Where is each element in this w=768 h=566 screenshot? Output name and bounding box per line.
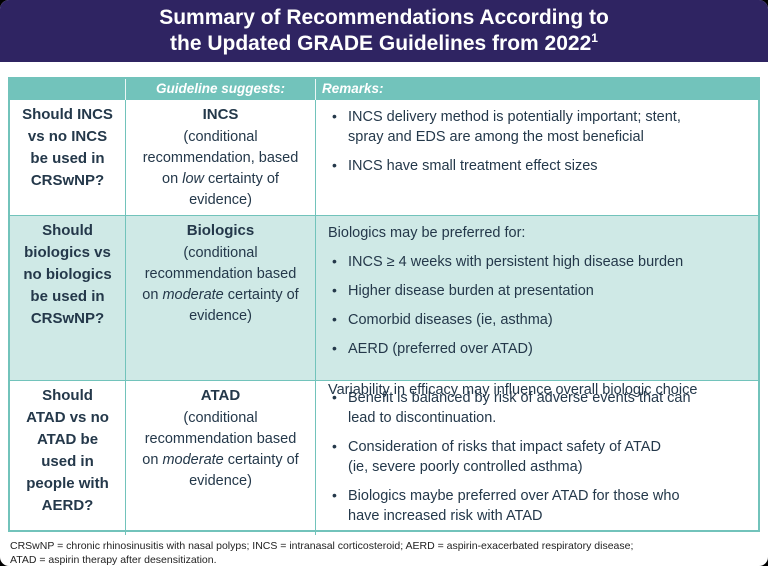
title-banner: Summary of Recommendations According to … <box>0 0 768 62</box>
remark-line: Consideration of risks that impact safet… <box>348 439 661 455</box>
bullet-icon: • <box>332 389 337 405</box>
guideline-suggestion-cell: INCS (conditional recommendation, based o… <box>125 100 315 215</box>
header-cell-remarks: Remarks: <box>315 79 758 100</box>
remark-text-item: Variability in efficacy may influence ov… <box>326 380 754 400</box>
recommendation-certainty-cond_pre: (conditional recommendation, based on <box>142 129 299 187</box>
question-line: people with <box>26 475 109 492</box>
question-line: be used in <box>30 150 105 167</box>
remark-line: AERD (preferred over ATAD) <box>348 341 533 357</box>
bullet-icon: • <box>332 311 337 327</box>
remark-bullet-item: • INCS delivery method is potentially imp… <box>326 107 754 147</box>
remark-bullet-item: • Benefit is balanced by risk of adverse … <box>326 388 754 428</box>
remark-line: Biologics may be preferred for: <box>328 225 526 241</box>
question-line: vs no INCS <box>27 128 108 145</box>
bullet-icon: • <box>332 438 337 454</box>
recommendation-certainty-cond_post: certainty of evidence) <box>189 287 299 324</box>
question-line: CRSwNP? <box>30 172 105 189</box>
bullet-icon: • <box>332 108 337 124</box>
suggested-treatment: ATAD <box>200 387 241 404</box>
remark-bullet-item: • Consideration of risks that impact safe… <box>326 437 754 477</box>
guideline-suggestion-cell: Biologics (conditional recommendation bas… <box>125 216 315 409</box>
remark-line: Higher disease burden at presentation <box>348 283 594 299</box>
remarks-cell: • INCS delivery method is potentially imp… <box>315 100 758 215</box>
title-line-2: the Updated GRADE Guidelines from 20221 <box>170 31 598 57</box>
remark-spacer <box>326 368 754 380</box>
question-cell: Should ATAD vs no ATAD be used in people wit… <box>10 381 125 535</box>
question-line: Should <box>42 222 93 239</box>
title-line-1: Summary of Recommendations According to <box>159 6 609 29</box>
recommendation-certainty-cond_emphasis: moderate <box>162 287 224 303</box>
question-line: AERD? <box>41 497 94 514</box>
header-cell-question <box>10 79 125 100</box>
bullet-icon: • <box>332 253 337 269</box>
recommendation-certainty-cond_emphasis: low <box>182 171 204 187</box>
remark-bullet-item: • Higher disease burden at presentation <box>326 281 754 301</box>
question-line: Should <box>42 387 93 404</box>
table-row: Should INCS vs no INCS be used in CRSwNP? IN… <box>10 100 758 215</box>
recommendation-certainty-cond_emphasis: moderate <box>162 452 224 468</box>
question-cell: Should biologics vs no biologics be used in… <box>10 216 125 409</box>
question-line: be used in <box>30 288 105 305</box>
question-line: CRSwNP? <box>30 310 105 327</box>
remark-line: lead to discontinuation. <box>348 410 497 426</box>
footnote-line-1: CRSwNP = chronic rhinosinusitis with nas… <box>10 540 634 552</box>
bullet-icon: • <box>332 282 337 298</box>
remark-line: Comorbid diseases (ie, asthma) <box>348 312 553 328</box>
remark-bullet-item: • Biologics maybe preferred over ATAD for… <box>326 486 754 526</box>
question-line: used in <box>41 453 94 470</box>
remarks-cell: • Benefit is balanced by risk of adverse … <box>315 381 758 535</box>
abbreviations-footnote: CRSwNP = chronic rhinosinusitis with nas… <box>10 539 768 566</box>
title-line-2-text: the Updated GRADE Guidelines from 2022 <box>170 32 592 55</box>
header-cell-guideline-suggests: Guideline suggests: <box>125 79 315 100</box>
suggested-treatment: INCS <box>202 106 239 123</box>
remark-line: have increased risk with ATAD <box>348 508 543 524</box>
question-line: no biologics <box>23 266 112 283</box>
remark-line: INCS ≥ 4 weeks with persistent high dise… <box>348 254 684 270</box>
remark-text-item: Biologics may be preferred for: <box>326 223 754 243</box>
bullet-icon: • <box>332 340 337 356</box>
remark-line: INCS delivery method is potentially impo… <box>348 109 681 125</box>
suggested-treatment: Biologics <box>186 222 255 239</box>
remark-line: INCS have small treatment effect sizes <box>348 158 598 174</box>
title-reference-superscript: 1 <box>591 31 598 45</box>
recommendations-table: Guideline suggests: Remarks: Should INCS… <box>8 77 760 535</box>
remark-bullet-item: • AERD (preferred over ATAD) <box>326 339 754 359</box>
table-header-row: Guideline suggests: Remarks: <box>10 79 758 100</box>
table-row: Should ATAD vs no ATAD be used in people wit… <box>10 380 758 535</box>
recommendation-certainty-cond_post: certainty of evidence) <box>189 452 299 489</box>
recommendation-certainty-cond_pre: (conditional recommendation based on <box>142 410 297 468</box>
table-body: Should INCS vs no INCS be used in CRSwNP? IN… <box>10 100 758 535</box>
remark-line: Biologics maybe preferred over ATAD for … <box>348 488 680 504</box>
question-line: biologics vs <box>24 244 111 261</box>
bullet-icon: • <box>332 157 337 173</box>
recommendation-certainty: (conditional recommendation based on mod… <box>137 408 305 492</box>
remark-bullet-item: • INCS ≥ 4 weeks with persistent high dis… <box>326 252 754 272</box>
question-line: Should INCS <box>22 106 113 123</box>
remark-bullet-item: • Comorbid diseases (ie, asthma) <box>326 310 754 330</box>
guideline-suggestion-cell: ATAD (conditional recommendation based on… <box>125 381 315 535</box>
question-cell: Should INCS vs no INCS be used in CRSwNP? <box>10 100 125 215</box>
remarks-cell: Biologics may be preferred for: • INCS ≥ 4… <box>315 216 758 409</box>
recommendation-certainty: (conditional recommendation, based on lo… <box>137 127 305 211</box>
remark-line: (ie, severe poorly controlled asthma) <box>348 459 583 475</box>
bullet-icon: • <box>332 487 337 503</box>
table-row: Should biologics vs no biologics be used in… <box>10 215 758 409</box>
footnote-line-2: ATAD = aspirin therapy after desensitiza… <box>10 554 217 566</box>
remark-line: Benefit is balanced by risk of adverse e… <box>348 390 691 406</box>
remark-line: spray and EDS are among the most benefic… <box>348 129 644 145</box>
recommendation-certainty: (conditional recommendation based on mod… <box>137 243 305 327</box>
remark-bullet-item: • INCS have small treatment effect sizes <box>326 156 754 176</box>
recommendation-certainty-cond_post: certainty of evidence) <box>189 171 279 208</box>
question-line: ATAD be <box>36 431 99 448</box>
question-line: ATAD vs no <box>26 409 109 426</box>
remark-line: Variability in efficacy may influence ov… <box>328 382 698 398</box>
recommendation-certainty-cond_pre: (conditional recommendation based on <box>142 245 297 303</box>
